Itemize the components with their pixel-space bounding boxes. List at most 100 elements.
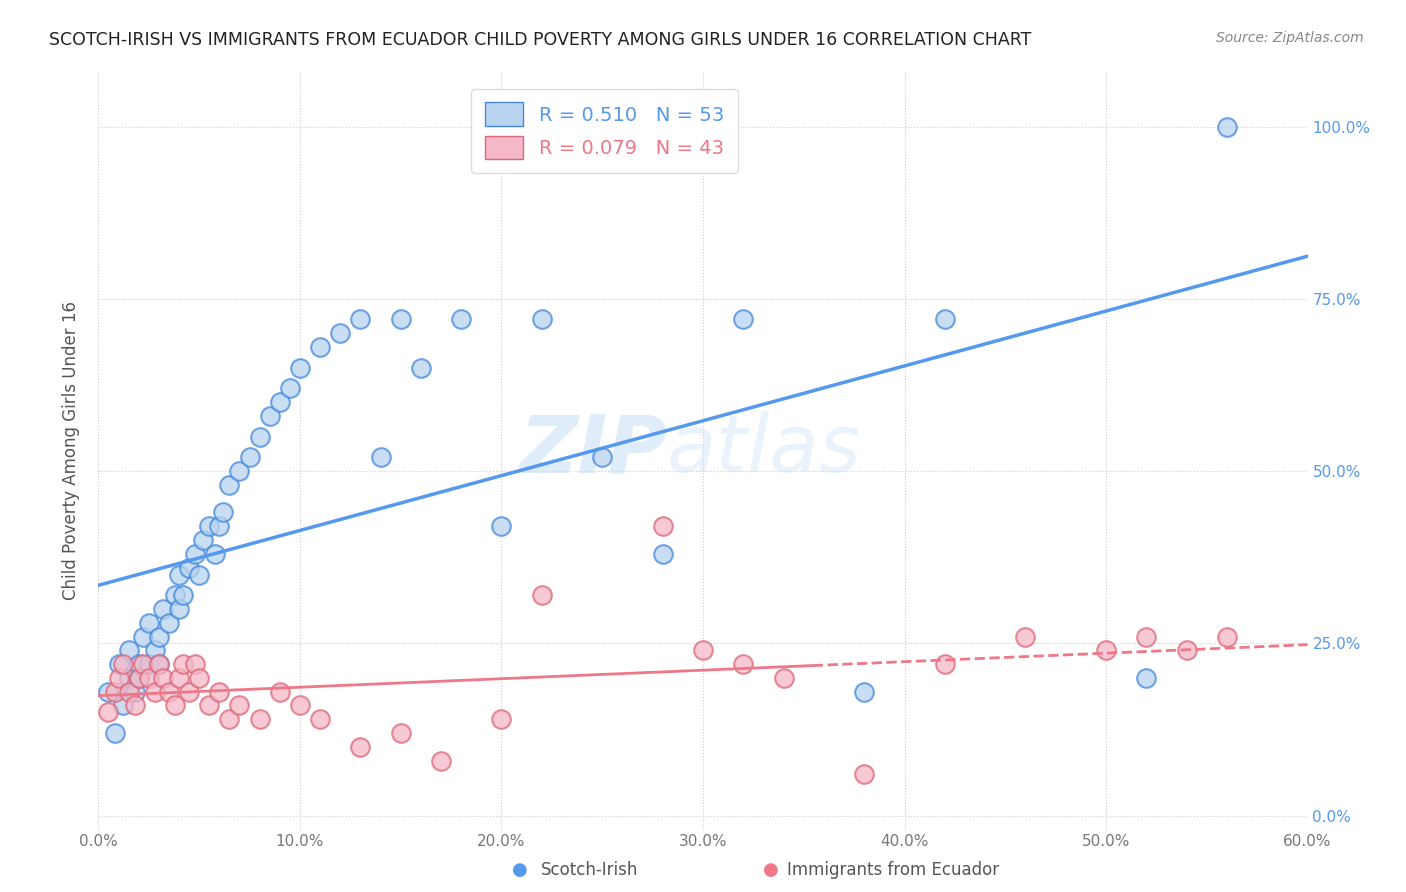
Point bbox=[184, 657, 207, 672]
Point bbox=[651, 547, 673, 561]
Point bbox=[198, 698, 221, 713]
Text: ●: ● bbox=[762, 861, 779, 879]
Point bbox=[853, 767, 876, 781]
Point bbox=[97, 684, 120, 698]
Point bbox=[1135, 630, 1157, 644]
Point bbox=[934, 312, 956, 326]
Point bbox=[491, 712, 513, 726]
Point bbox=[107, 657, 129, 672]
Point bbox=[152, 671, 174, 685]
Point bbox=[143, 643, 166, 657]
Point bbox=[167, 567, 190, 582]
Point bbox=[148, 630, 170, 644]
Point bbox=[853, 684, 876, 698]
Point bbox=[172, 588, 194, 602]
Point bbox=[157, 615, 180, 630]
Point bbox=[103, 684, 125, 698]
Y-axis label: Child Poverty Among Girls Under 16: Child Poverty Among Girls Under 16 bbox=[62, 301, 80, 600]
Point bbox=[152, 602, 174, 616]
Point bbox=[128, 671, 150, 685]
Point bbox=[188, 671, 211, 685]
Point bbox=[212, 506, 235, 520]
Text: ●: ● bbox=[512, 861, 529, 879]
Point bbox=[148, 657, 170, 672]
Legend: R = 0.510   N = 53, R = 0.079   N = 43: R = 0.510 N = 53, R = 0.079 N = 43 bbox=[471, 88, 738, 173]
Point bbox=[239, 450, 262, 465]
Point bbox=[692, 643, 714, 657]
Point bbox=[651, 519, 673, 533]
Point bbox=[111, 657, 134, 672]
Point bbox=[329, 326, 352, 341]
Point bbox=[103, 726, 125, 740]
Point bbox=[167, 671, 190, 685]
Point bbox=[167, 602, 190, 616]
Point bbox=[208, 684, 231, 698]
Point bbox=[1135, 671, 1157, 685]
Point bbox=[491, 519, 513, 533]
Point bbox=[193, 533, 215, 547]
Point bbox=[163, 588, 186, 602]
Point bbox=[208, 519, 231, 533]
Point bbox=[188, 567, 211, 582]
Point bbox=[530, 312, 553, 326]
Point bbox=[157, 684, 180, 698]
Text: Scotch-Irish: Scotch-Irish bbox=[541, 861, 638, 879]
Point bbox=[1175, 643, 1198, 657]
Point bbox=[143, 684, 166, 698]
Point bbox=[172, 657, 194, 672]
Point bbox=[591, 450, 613, 465]
Point bbox=[218, 478, 240, 492]
Point bbox=[249, 712, 271, 726]
Point bbox=[530, 588, 553, 602]
Point bbox=[118, 643, 141, 657]
Point bbox=[409, 360, 432, 375]
Point bbox=[370, 450, 392, 465]
Text: SCOTCH-IRISH VS IMMIGRANTS FROM ECUADOR CHILD POVERTY AMONG GIRLS UNDER 16 CORRE: SCOTCH-IRISH VS IMMIGRANTS FROM ECUADOR … bbox=[49, 31, 1032, 49]
Point bbox=[128, 671, 150, 685]
Point bbox=[269, 684, 291, 698]
Point bbox=[124, 698, 146, 713]
Point bbox=[163, 698, 186, 713]
Point bbox=[118, 684, 141, 698]
Point bbox=[1095, 643, 1118, 657]
Point bbox=[1216, 120, 1239, 134]
Point bbox=[118, 671, 141, 685]
Point bbox=[204, 547, 226, 561]
Point bbox=[349, 312, 371, 326]
Point bbox=[1216, 630, 1239, 644]
Point bbox=[111, 698, 134, 713]
Point bbox=[198, 519, 221, 533]
Point bbox=[249, 430, 271, 444]
Point bbox=[228, 464, 250, 478]
Point bbox=[288, 698, 311, 713]
Point bbox=[179, 684, 201, 698]
Point bbox=[772, 671, 794, 685]
Point bbox=[218, 712, 240, 726]
Point bbox=[148, 657, 170, 672]
Text: ZIP: ZIP bbox=[519, 411, 666, 490]
Point bbox=[389, 312, 412, 326]
Point bbox=[107, 671, 129, 685]
Point bbox=[309, 712, 332, 726]
Point bbox=[179, 560, 201, 574]
Point bbox=[430, 754, 453, 768]
Point bbox=[124, 684, 146, 698]
Point bbox=[389, 726, 412, 740]
Point bbox=[132, 657, 155, 672]
Point bbox=[228, 698, 250, 713]
Point bbox=[288, 360, 311, 375]
Point bbox=[309, 340, 332, 354]
Point bbox=[934, 657, 956, 672]
Point bbox=[269, 395, 291, 409]
Point bbox=[1014, 630, 1036, 644]
Text: Source: ZipAtlas.com: Source: ZipAtlas.com bbox=[1216, 31, 1364, 45]
Point bbox=[733, 657, 755, 672]
Point bbox=[138, 657, 160, 672]
Point bbox=[138, 671, 160, 685]
Point bbox=[259, 409, 281, 423]
Point bbox=[128, 657, 150, 672]
Point bbox=[138, 615, 160, 630]
Point bbox=[450, 312, 472, 326]
Point bbox=[97, 706, 120, 720]
Text: atlas: atlas bbox=[666, 411, 862, 490]
